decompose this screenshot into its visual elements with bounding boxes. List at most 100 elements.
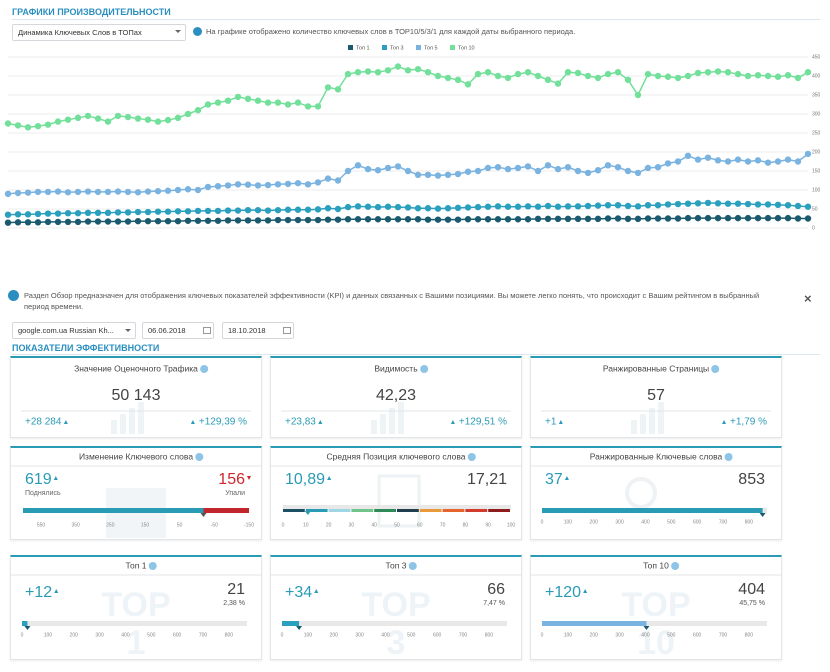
trend-arrow <box>53 476 58 480</box>
point <box>514 70 522 78</box>
kpi-value: 50 143 <box>112 387 161 404</box>
point <box>494 72 502 80</box>
trend-arrow <box>558 420 563 424</box>
point <box>234 217 242 224</box>
point <box>714 157 722 164</box>
point <box>364 165 372 173</box>
marker <box>759 513 766 517</box>
scale-tick-label: 300 <box>615 519 624 525</box>
scale-tick-label: 800 <box>225 632 234 638</box>
kpi-card: Ранжированные Страницы 57 +1 +1,79 % <box>530 356 782 438</box>
point <box>764 201 772 208</box>
point <box>424 216 432 223</box>
scale-segment <box>397 509 419 512</box>
point <box>34 210 42 218</box>
chart-select[interactable]: Динамика Ключевых Слов в ТОПах <box>12 24 186 41</box>
point <box>454 170 462 178</box>
watermark-bar <box>640 414 646 434</box>
point <box>134 115 142 122</box>
point <box>164 116 172 124</box>
point <box>654 202 662 209</box>
point <box>324 216 332 223</box>
watermark-bar <box>371 420 377 434</box>
point <box>564 203 572 210</box>
point <box>614 164 622 171</box>
marker <box>296 626 303 630</box>
scale-tick-label: 500 <box>147 632 156 638</box>
point <box>804 69 812 76</box>
kpi-percent: 7,47 % <box>483 600 505 607</box>
point <box>544 202 552 210</box>
point <box>244 95 252 102</box>
point <box>274 216 282 224</box>
point <box>734 70 742 78</box>
point <box>624 202 632 210</box>
help-icon <box>724 453 733 461</box>
point <box>714 200 722 207</box>
watermark-bar <box>658 402 664 434</box>
point <box>114 218 122 225</box>
point <box>724 69 732 76</box>
point <box>184 208 192 215</box>
point <box>494 164 502 171</box>
domain-select[interactable]: google.com.ua Russian Kh... <box>12 322 136 339</box>
point <box>54 118 62 125</box>
point <box>414 205 422 212</box>
point <box>554 80 562 87</box>
scale-tick-label: 0 <box>541 519 544 525</box>
point <box>74 218 82 226</box>
point <box>264 217 272 224</box>
point <box>474 70 482 78</box>
point <box>314 179 322 186</box>
kpi-value: 37 <box>545 471 563 488</box>
point <box>564 69 572 76</box>
point <box>614 215 622 222</box>
point <box>74 209 82 217</box>
close-button[interactable]: × <box>804 291 812 306</box>
point <box>344 216 352 223</box>
point <box>574 203 582 210</box>
point <box>634 215 642 223</box>
point <box>574 167 582 175</box>
point <box>704 154 712 161</box>
point <box>424 205 432 212</box>
point <box>54 188 62 195</box>
point <box>274 206 282 214</box>
date-from[interactable]: 06.06.2018 <box>142 322 214 339</box>
help-icon <box>148 562 157 570</box>
scale-tick-label: 400 <box>121 632 130 638</box>
kpi-value: +12 <box>25 584 52 601</box>
point <box>204 207 212 215</box>
point <box>404 167 412 175</box>
point <box>344 167 352 175</box>
scale-tick-label: 700 <box>199 632 208 638</box>
point <box>214 183 222 190</box>
point <box>594 167 602 174</box>
kpi-change: +1 <box>545 417 557 428</box>
card-title: Топ 10 <box>643 560 669 570</box>
kpi-total: 66 <box>487 581 505 598</box>
point <box>14 189 22 197</box>
point <box>464 81 472 88</box>
point <box>764 159 772 166</box>
date-to[interactable]: 18.10.2018 <box>222 322 294 339</box>
point <box>274 99 282 106</box>
divider <box>12 19 820 20</box>
point <box>434 172 442 179</box>
point <box>334 205 342 213</box>
point <box>314 103 322 110</box>
kpi-change-percent: +129,39 % <box>199 417 247 428</box>
scale-track <box>22 621 247 626</box>
point <box>234 93 242 101</box>
point <box>484 216 492 223</box>
point <box>534 72 542 80</box>
scale-tick-label: 20 <box>326 522 332 528</box>
point <box>544 162 552 169</box>
point <box>214 99 222 106</box>
point <box>704 214 712 222</box>
point <box>694 214 702 222</box>
point <box>454 76 462 83</box>
kpi-value: 10,89 <box>285 471 325 488</box>
scale-tick-label: 700 <box>719 632 728 638</box>
